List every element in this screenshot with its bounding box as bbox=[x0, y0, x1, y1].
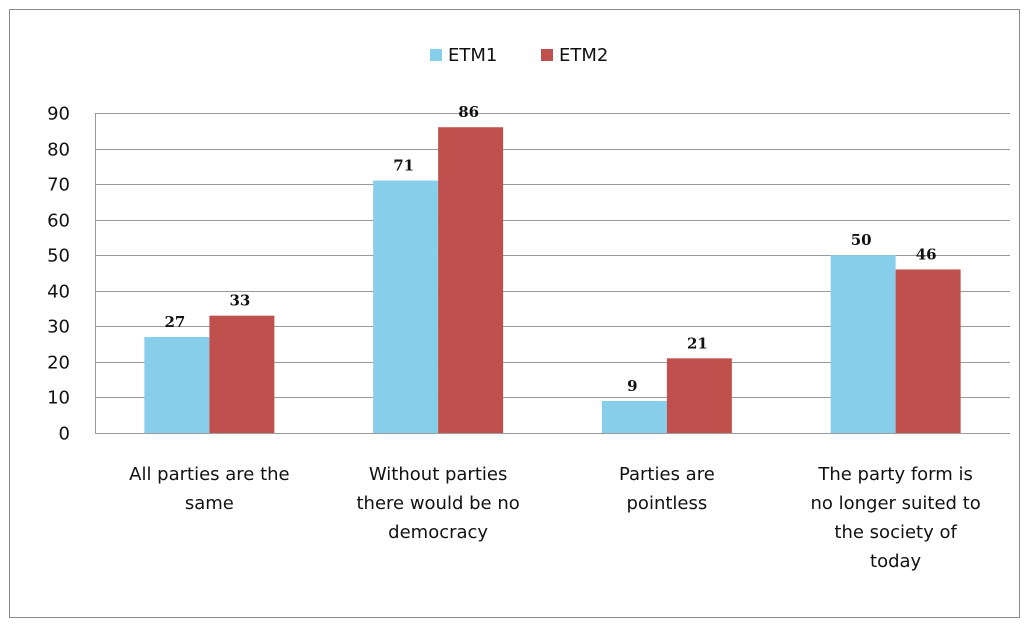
x-category-label: no longer suited to bbox=[810, 493, 980, 514]
legend-label-etm1: ETM1 bbox=[448, 45, 497, 66]
legend-swatch-etm2 bbox=[541, 49, 553, 61]
bar-etm1 bbox=[602, 401, 667, 433]
bar-etm2 bbox=[896, 269, 961, 433]
bar-etm2 bbox=[667, 358, 732, 433]
bar-etm2 bbox=[438, 127, 503, 433]
y-tick-label: 80 bbox=[47, 140, 70, 161]
y-tick-label: 70 bbox=[47, 175, 70, 196]
bar-etm1 bbox=[373, 181, 438, 433]
data-label: 46 bbox=[916, 245, 937, 263]
data-label: 9 bbox=[627, 377, 637, 395]
x-category-label: Parties are bbox=[619, 464, 715, 485]
legend-label-etm2: ETM2 bbox=[559, 45, 608, 66]
bar-etm2 bbox=[209, 316, 274, 433]
y-tick-label: 10 bbox=[47, 388, 70, 409]
x-category-label: democracy bbox=[388, 522, 488, 543]
data-label: 50 bbox=[851, 231, 872, 249]
x-category-label: The party form is bbox=[817, 464, 973, 485]
x-category-label: today bbox=[870, 551, 922, 572]
bar-etm1 bbox=[144, 337, 209, 433]
y-tick-label: 0 bbox=[59, 424, 70, 445]
y-tick-label: 40 bbox=[47, 282, 70, 303]
bar-etm1 bbox=[831, 255, 896, 433]
x-category-label: pointless bbox=[627, 493, 708, 514]
x-category-label: Without parties bbox=[369, 464, 507, 485]
x-category-label: the society of bbox=[834, 522, 957, 543]
y-tick-label: 60 bbox=[47, 211, 70, 232]
x-category-label: All parties are the bbox=[129, 464, 290, 485]
y-tick-label: 30 bbox=[47, 317, 70, 338]
data-label: 27 bbox=[164, 313, 185, 331]
legend-swatch-etm1 bbox=[430, 49, 442, 61]
x-category-label: same bbox=[185, 493, 234, 514]
y-tick-label: 90 bbox=[47, 104, 70, 125]
data-label: 86 bbox=[458, 103, 479, 121]
y-tick-label: 50 bbox=[47, 246, 70, 267]
x-category-label: there would be no bbox=[356, 493, 519, 514]
data-label: 71 bbox=[393, 157, 414, 175]
data-label: 21 bbox=[687, 334, 708, 352]
y-tick-label: 20 bbox=[47, 353, 70, 374]
data-label: 33 bbox=[229, 292, 250, 310]
